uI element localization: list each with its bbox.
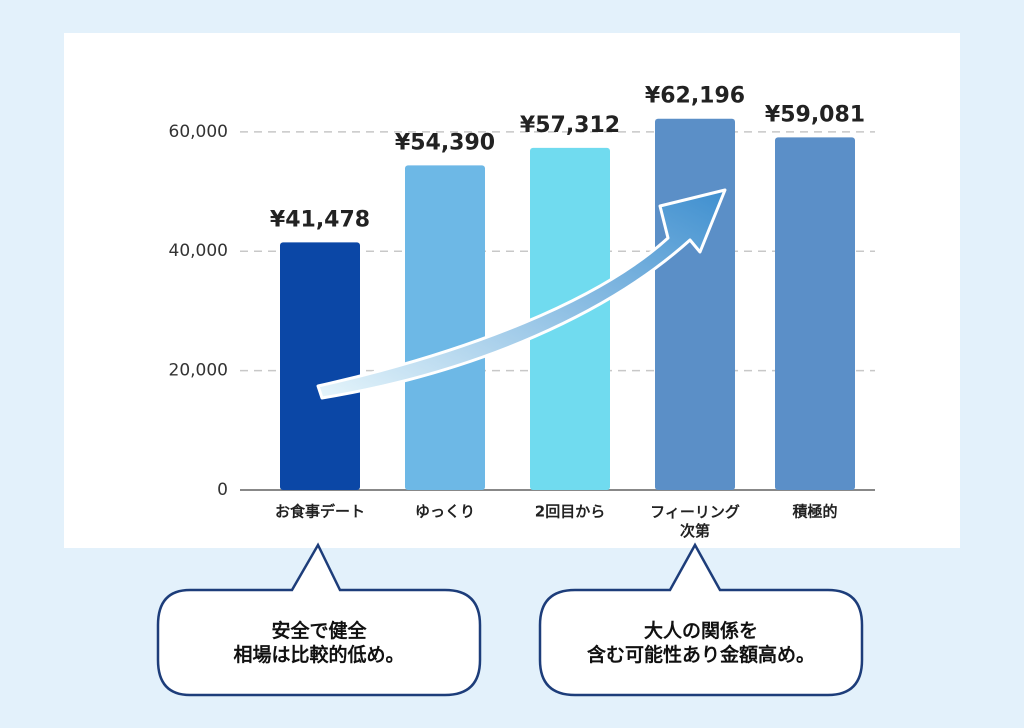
annotation: 大人の関係を含む可能性あり金額高め。	[587, 619, 815, 666]
callout-bubble	[538, 542, 864, 697]
y-tick-label: 20,000	[169, 361, 228, 381]
x-tick-label: ゆっくり	[415, 503, 475, 521]
trend-arrow	[316, 188, 727, 400]
x-tick-label: フィーリング次第	[650, 503, 740, 540]
bar	[655, 118, 735, 490]
bar	[280, 242, 360, 490]
y-tick-label: 60,000	[169, 122, 228, 142]
value-label: ¥59,081	[765, 102, 865, 127]
value-label: ¥57,312	[520, 113, 620, 138]
bar	[405, 165, 485, 490]
callout-bubble	[156, 542, 482, 697]
value-label: ¥41,478	[270, 207, 370, 232]
bar	[775, 137, 855, 490]
x-tick-label: お食事デート	[275, 503, 365, 521]
annotation: 安全で健全相場は比較的低め。	[233, 619, 404, 666]
y-tick-label: 40,000	[169, 241, 228, 261]
y-tick-label: 0	[217, 480, 228, 500]
value-label: ¥62,196	[645, 84, 745, 109]
x-tick-label: 積極的	[791, 503, 837, 521]
value-label: ¥54,390	[395, 130, 495, 155]
x-tick-label: 2回目から	[535, 503, 605, 521]
